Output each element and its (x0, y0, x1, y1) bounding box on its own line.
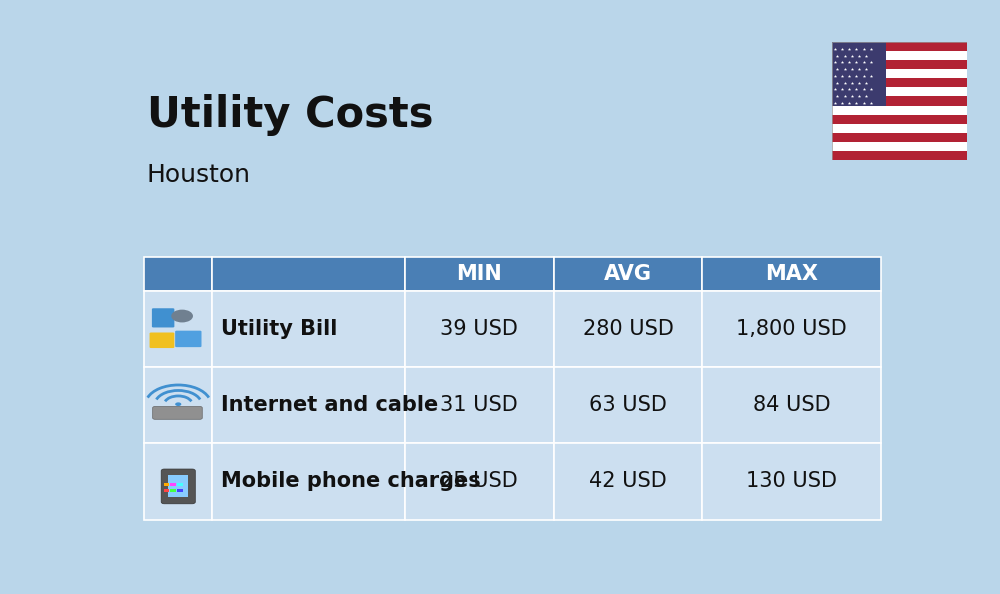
FancyBboxPatch shape (144, 443, 212, 520)
Bar (832, 96, 967, 106)
Text: 63 USD: 63 USD (589, 395, 667, 415)
Bar (832, 133, 967, 142)
FancyBboxPatch shape (175, 331, 201, 347)
FancyBboxPatch shape (212, 290, 405, 367)
FancyBboxPatch shape (554, 443, 702, 520)
FancyBboxPatch shape (405, 367, 554, 443)
Text: 84 USD: 84 USD (753, 395, 830, 415)
Bar (832, 142, 967, 151)
Text: Houston: Houston (147, 163, 251, 187)
Text: MIN: MIN (456, 264, 502, 283)
FancyBboxPatch shape (212, 443, 405, 520)
FancyBboxPatch shape (153, 406, 202, 419)
Bar (832, 151, 967, 160)
Bar (832, 69, 967, 78)
Text: 42 USD: 42 USD (589, 472, 667, 491)
Bar (832, 87, 967, 96)
Text: 280 USD: 280 USD (583, 319, 674, 339)
Bar (832, 60, 967, 69)
Circle shape (171, 309, 193, 323)
FancyBboxPatch shape (554, 367, 702, 443)
Text: MAX: MAX (765, 264, 818, 283)
Bar (832, 50, 967, 60)
Text: 1,800 USD: 1,800 USD (736, 319, 847, 339)
Bar (170, 489, 176, 492)
FancyBboxPatch shape (702, 290, 881, 367)
Bar (832, 115, 967, 124)
Text: 39 USD: 39 USD (440, 319, 518, 339)
FancyBboxPatch shape (702, 443, 881, 520)
FancyBboxPatch shape (161, 469, 195, 504)
Bar (832, 42, 967, 50)
Text: 31 USD: 31 USD (440, 395, 518, 415)
FancyBboxPatch shape (554, 290, 702, 367)
Circle shape (175, 402, 181, 406)
Text: Utility Bill: Utility Bill (221, 319, 338, 339)
FancyBboxPatch shape (144, 290, 212, 367)
FancyBboxPatch shape (152, 308, 174, 327)
Text: Utility Costs: Utility Costs (147, 94, 433, 136)
Text: AVG: AVG (604, 264, 652, 283)
Bar (170, 483, 176, 486)
Text: Internet and cable: Internet and cable (221, 395, 439, 415)
FancyBboxPatch shape (554, 257, 702, 290)
FancyBboxPatch shape (212, 257, 405, 290)
FancyBboxPatch shape (405, 443, 554, 520)
Bar (164, 483, 169, 486)
Text: Mobile phone charges: Mobile phone charges (221, 472, 481, 491)
FancyBboxPatch shape (702, 257, 881, 290)
FancyBboxPatch shape (212, 367, 405, 443)
Text: 130 USD: 130 USD (746, 472, 837, 491)
Bar (177, 489, 183, 492)
FancyBboxPatch shape (405, 257, 554, 290)
Bar (832, 78, 967, 87)
FancyBboxPatch shape (405, 290, 554, 367)
FancyBboxPatch shape (702, 367, 881, 443)
FancyBboxPatch shape (150, 333, 174, 348)
Bar (832, 106, 967, 115)
Bar (177, 483, 183, 486)
Bar (164, 489, 169, 492)
FancyBboxPatch shape (168, 475, 188, 497)
FancyBboxPatch shape (144, 367, 212, 443)
Text: 25 USD: 25 USD (440, 472, 518, 491)
FancyBboxPatch shape (144, 257, 212, 290)
Bar (832, 124, 967, 133)
Bar (832, 42, 886, 106)
